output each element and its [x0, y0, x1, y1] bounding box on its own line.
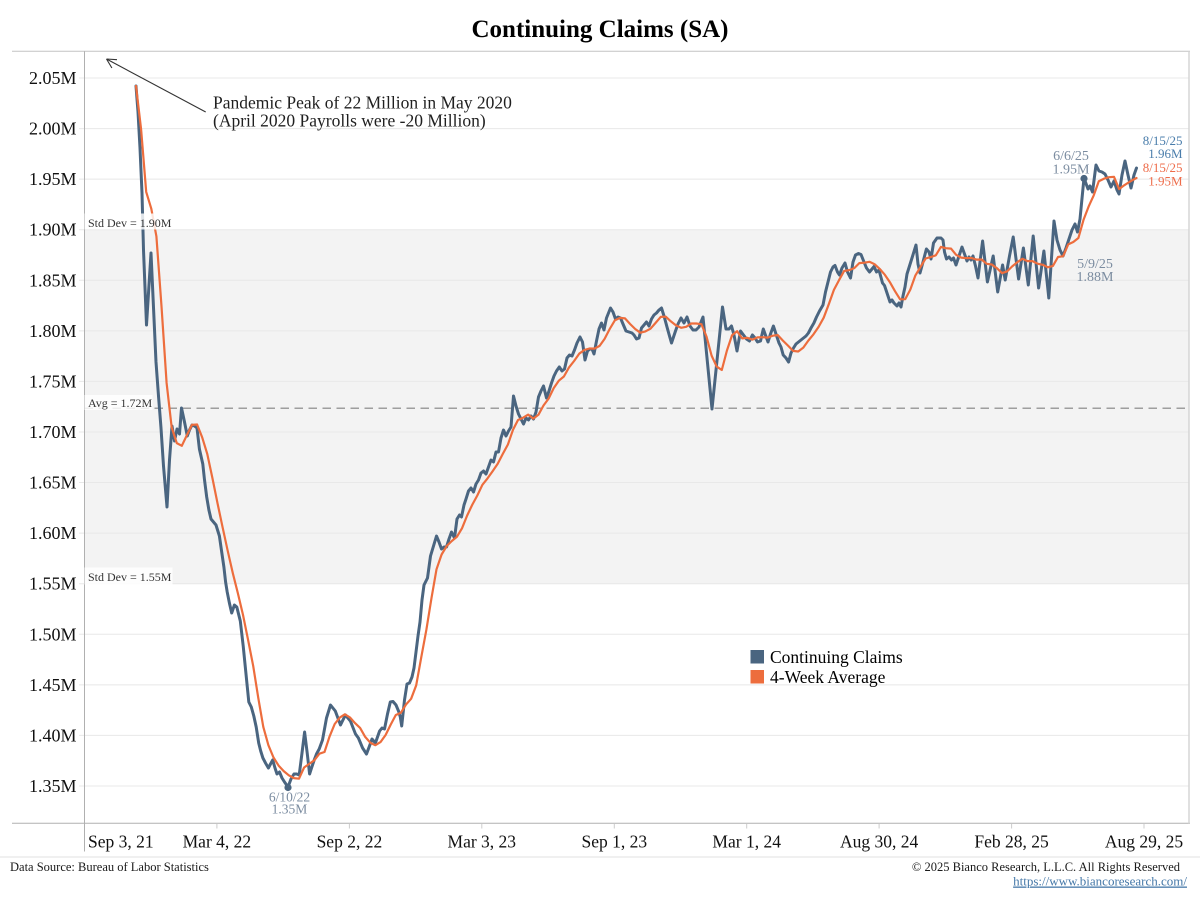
svg-text:Pandemic Peak of 22 Million in: Pandemic Peak of 22 Million in May 2020 — [213, 93, 512, 113]
svg-text:Aug 29, 25: Aug 29, 25 — [1105, 832, 1184, 852]
svg-text:1.88M: 1.88M — [1077, 270, 1115, 285]
svg-text:2.00M: 2.00M — [29, 119, 77, 139]
svg-text:1.45M: 1.45M — [29, 675, 77, 695]
svg-text:Avg = 1.72M: Avg = 1.72M — [88, 396, 153, 410]
svg-text:8/15/25: 8/15/25 — [1143, 160, 1183, 175]
svg-text:4-Week Average: 4-Week Average — [770, 667, 886, 687]
svg-text:Data Source: Bureau of Labor S: Data Source: Bureau of Labor Statistics — [10, 860, 209, 874]
svg-text:6/6/25: 6/6/25 — [1053, 149, 1089, 164]
svg-text:2.05M: 2.05M — [29, 68, 77, 88]
svg-text:1.60M: 1.60M — [29, 523, 77, 543]
svg-text:1.80M: 1.80M — [29, 321, 77, 341]
svg-text:Sep 3, 21: Sep 3, 21 — [88, 832, 154, 852]
svg-text:Continuing Claims (SA): Continuing Claims (SA) — [472, 16, 729, 43]
svg-text:1.96M: 1.96M — [1148, 146, 1183, 161]
svg-text:1.35M: 1.35M — [29, 776, 77, 796]
svg-text:Std Dev = 1.90M: Std Dev = 1.90M — [88, 216, 172, 230]
svg-text:8/15/25: 8/15/25 — [1143, 133, 1183, 148]
svg-text:Feb 28, 25: Feb 28, 25 — [974, 832, 1049, 852]
svg-text:1.95M: 1.95M — [1148, 174, 1183, 189]
svg-text:6/10/22: 6/10/22 — [269, 790, 310, 805]
svg-text:1.55M: 1.55M — [29, 574, 77, 594]
svg-text:Sep 2, 22: Sep 2, 22 — [317, 832, 383, 852]
svg-text:Aug 30, 24: Aug 30, 24 — [840, 832, 919, 852]
svg-text:1.50M: 1.50M — [29, 624, 77, 644]
svg-text:5/9/25: 5/9/25 — [1077, 257, 1113, 272]
svg-text:1.35M: 1.35M — [272, 802, 308, 817]
svg-text:© 2025 Bianco Research, L.L.C: © 2025 Bianco Research, L.L.C. All Right… — [912, 860, 1181, 874]
svg-text:Sep 1, 23: Sep 1, 23 — [581, 832, 647, 852]
svg-text:Mar 3, 23: Mar 3, 23 — [448, 832, 517, 852]
svg-text:Mar 4, 22: Mar 4, 22 — [183, 832, 252, 852]
svg-text:https://www.biancoresearch.com: https://www.biancoresearch.com/ — [1013, 874, 1187, 889]
svg-text:1.65M: 1.65M — [29, 473, 77, 493]
svg-text:1.70M: 1.70M — [29, 422, 77, 442]
svg-text:Mar 1, 24: Mar 1, 24 — [712, 832, 781, 852]
svg-text:Continuing Claims: Continuing Claims — [770, 647, 903, 667]
svg-text:1.95M: 1.95M — [29, 169, 77, 189]
svg-text:1.90M: 1.90M — [29, 220, 77, 240]
svg-text:1.95M: 1.95M — [1053, 163, 1091, 178]
svg-text:1.40M: 1.40M — [29, 725, 77, 745]
svg-text:(April 2020 Payrolls were -20: (April 2020 Payrolls were -20 Million) — [213, 111, 486, 131]
svg-text:1.85M: 1.85M — [29, 270, 77, 290]
svg-text:Std Dev = 1.55M: Std Dev = 1.55M — [88, 570, 172, 584]
svg-text:1.75M: 1.75M — [29, 371, 77, 391]
